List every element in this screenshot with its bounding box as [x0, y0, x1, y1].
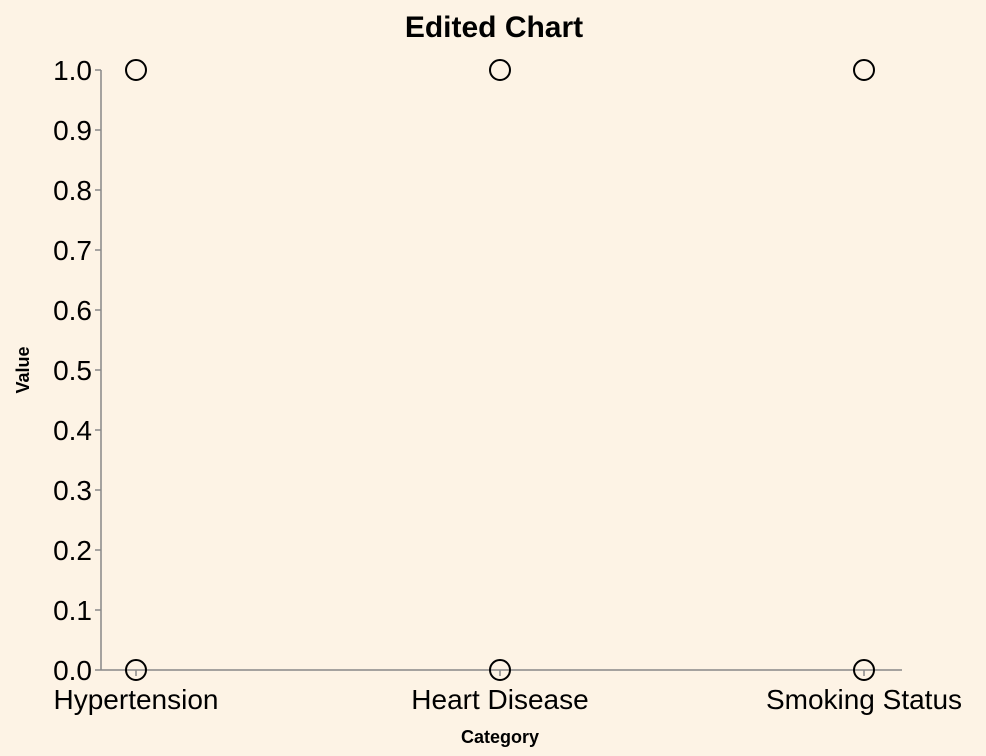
data-points: [125, 59, 875, 681]
y-axis: 0.0 0.1 0.2 0.3 0.4 0.5 0.6 0.7 0.8 0.9 1.0: [53, 55, 102, 686]
data-point: [489, 659, 511, 681]
x-tick-label: Hypertension: [54, 684, 219, 715]
y-tick-label: 0.5: [53, 355, 92, 386]
y-tick-label: 0.4: [53, 415, 92, 446]
data-point: [853, 659, 875, 681]
chart-title: Edited Chart: [405, 11, 583, 44]
y-tick-label: 0.6: [53, 295, 92, 326]
y-axis-title: Value: [13, 346, 33, 393]
y-tick-label: 1.0: [53, 55, 92, 86]
x-tick-label: Smoking Status: [766, 684, 962, 715]
data-point: [489, 59, 511, 81]
data-point: [853, 59, 875, 81]
y-tick-label: 0.7: [53, 235, 92, 266]
y-tick-label: 0.9: [53, 115, 92, 146]
x-tick-label: Heart Disease: [411, 684, 588, 715]
y-tick-label: 0.3: [53, 475, 92, 506]
x-axis: Hypertension Heart Disease Smoking Status: [54, 669, 962, 715]
y-tick-label: 0.1: [53, 595, 92, 626]
y-tick-label: 0.0: [53, 655, 92, 686]
y-tick-label: 0.2: [53, 535, 92, 566]
data-point: [125, 59, 147, 81]
y-tick-label: 0.8: [53, 175, 92, 206]
x-axis-title: Category: [461, 727, 539, 747]
data-point: [125, 659, 147, 681]
